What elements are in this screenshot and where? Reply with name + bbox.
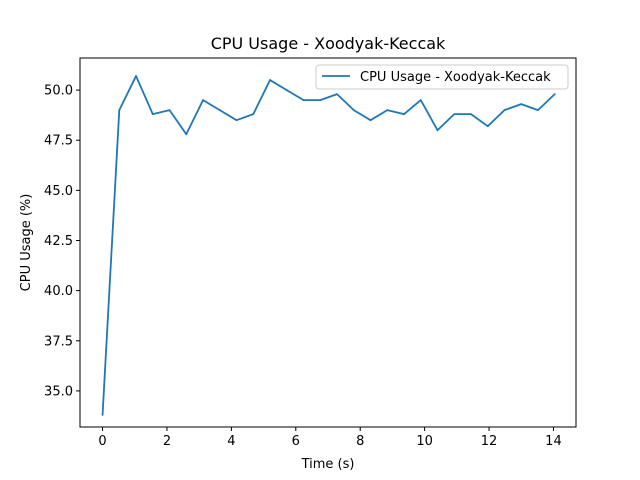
x-tick-label: 6 <box>292 434 300 449</box>
data-point <box>185 133 188 136</box>
data-point <box>369 119 372 122</box>
x-tick-label: 0 <box>98 434 106 449</box>
x-axis-title: Time (s) <box>301 457 355 472</box>
plot-frame <box>79 57 577 428</box>
data-point <box>269 79 271 81</box>
data-point <box>218 109 221 112</box>
legend-box <box>315 64 569 90</box>
data-point <box>470 113 472 116</box>
data-point <box>453 113 456 116</box>
data-point <box>319 99 322 102</box>
series-layer <box>101 75 556 416</box>
data-point <box>252 113 255 116</box>
x-tick-label: 2 <box>163 434 171 449</box>
data-point <box>486 125 489 128</box>
x-axis-ticks: 0 2 4 6 8 10 12 14 <box>98 427 562 449</box>
legend: CPU Usage - Xoodyak-Keccak <box>315 64 569 90</box>
data-point <box>101 414 104 416</box>
x-tick-label: 14 <box>545 434 562 449</box>
data-point <box>302 99 305 102</box>
x-tick-label: 4 <box>227 434 235 449</box>
x-tick-label: 8 <box>356 434 364 449</box>
series-line-0 <box>101 75 556 416</box>
y-axis-title: CPU Usage (%) <box>19 194 34 292</box>
data-point <box>235 119 238 122</box>
y-tick-label: 35.0 <box>44 384 73 399</box>
y-tick-label: 37.5 <box>44 334 73 349</box>
data-point <box>419 99 422 102</box>
data-point <box>202 99 204 102</box>
data-point <box>537 109 539 112</box>
x-tick-label: 12 <box>481 434 498 449</box>
data-point <box>168 109 171 112</box>
data-point <box>352 109 355 112</box>
y-tick-label: 47.5 <box>44 134 73 149</box>
y-tick-label: 50.0 <box>44 84 73 99</box>
data-point <box>386 109 389 112</box>
legend-label: CPU Usage - Xoodyak-Keccak <box>360 70 551 85</box>
data-point <box>553 93 556 95</box>
data-point <box>285 89 288 91</box>
data-point <box>151 113 154 116</box>
x-tick-label: 10 <box>416 434 433 449</box>
y-tick-label: 42.5 <box>44 234 73 249</box>
y-tick-label: 40.0 <box>44 284 73 299</box>
data-point <box>336 93 338 95</box>
data-point <box>403 113 405 116</box>
data-point <box>503 109 506 112</box>
chart-title: CPU Usage - Xoodyak-Keccak <box>211 34 446 53</box>
data-point <box>118 109 121 112</box>
y-axis-ticks: 35.0 37.5 40.0 42.5 45.0 47.5 50.0 <box>44 84 80 399</box>
data-point <box>436 129 439 132</box>
data-point <box>520 103 523 106</box>
y-tick-label: 45.0 <box>44 184 73 199</box>
data-point <box>135 75 137 77</box>
